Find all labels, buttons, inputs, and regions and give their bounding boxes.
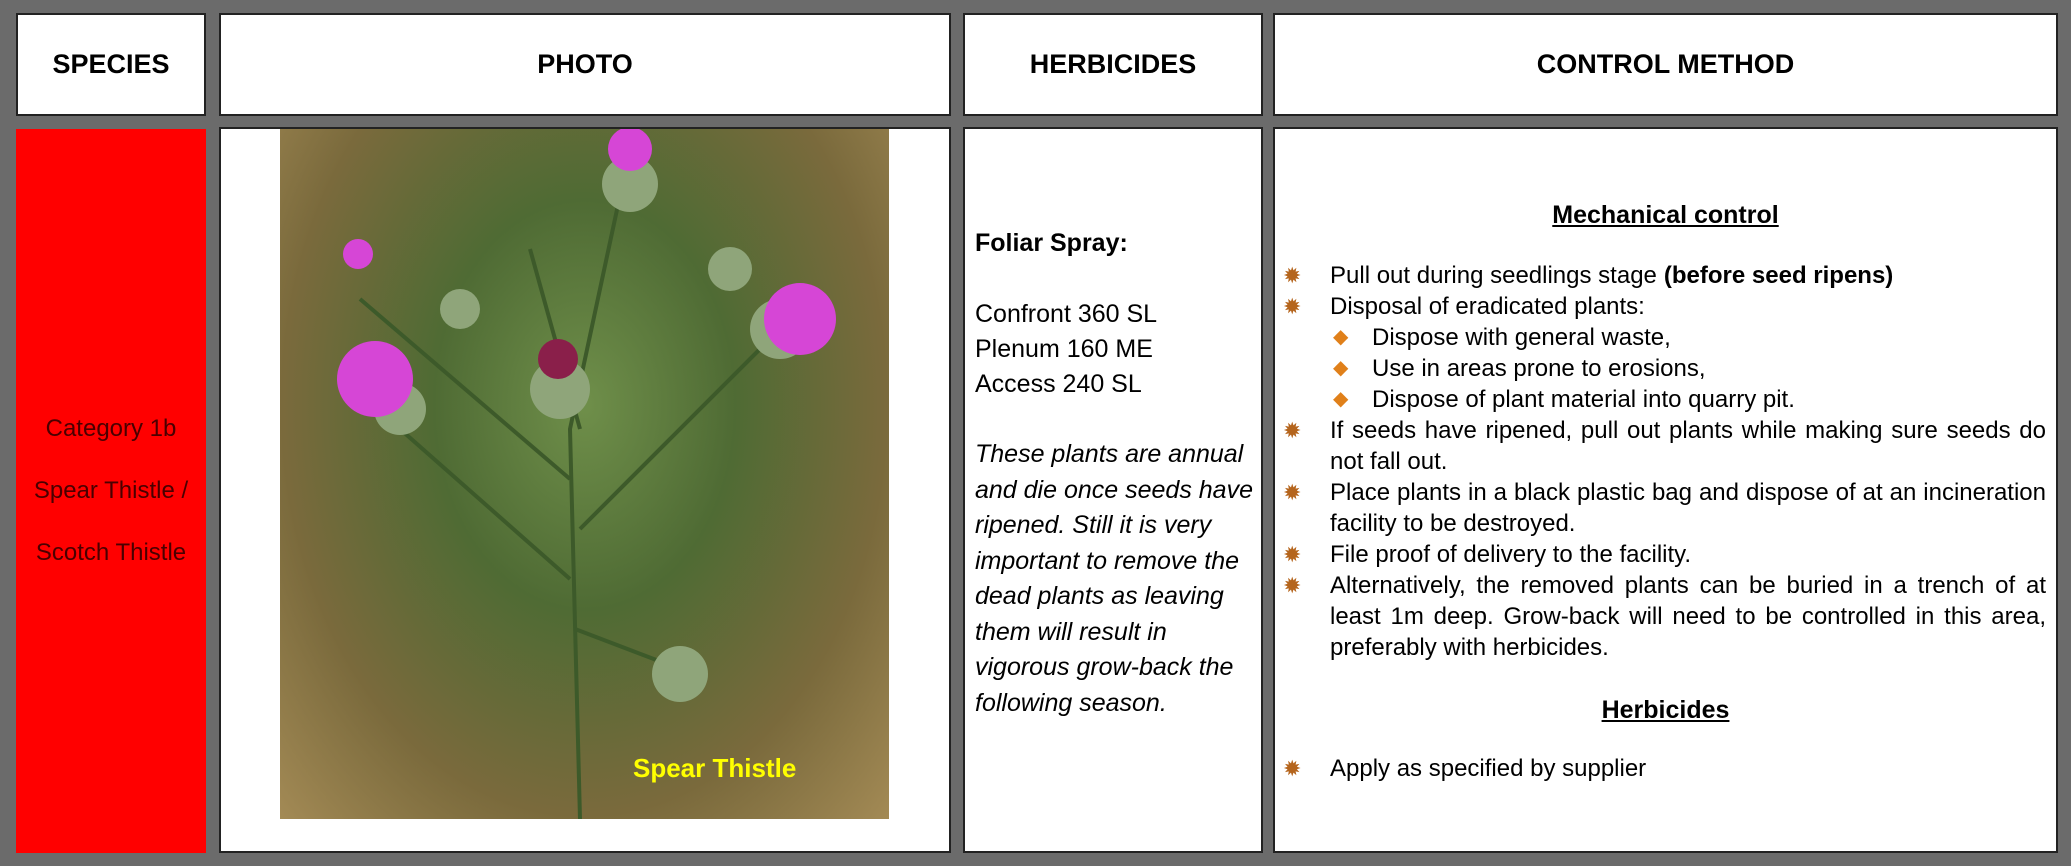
herbicides-cell: Foliar Spray: Confront 360 SL Plenum 160 …: [963, 127, 1263, 853]
bullet-item: If seeds have ripened, pull out plants w…: [1275, 415, 2056, 477]
bullet-item: Alternatively, the removed plants can be…: [1275, 570, 2056, 663]
column-header: CONTROL METHOD: [1273, 13, 2058, 116]
herbicide-heading: Foliar Spray:: [975, 229, 1128, 257]
column-header: HERBICIDES: [963, 13, 1263, 116]
item-text: If seeds have ripened, pull out plants w…: [1330, 417, 2046, 475]
plant-photo: Spear Thistle: [280, 129, 889, 819]
section-title: Herbicides: [1601, 696, 1730, 724]
species-line: Category 1b: [45, 415, 177, 442]
item-text: Pull out during seedlings stage: [1330, 262, 1657, 289]
bullet-list: Pull out during seedlings stage(before s…: [1275, 260, 2056, 663]
control-cell: Mechanical control Pull out during seedli…: [1273, 127, 2058, 853]
species-line: Spear Thistle /: [33, 477, 189, 504]
sub-item: Use in areas prone to erosions,: [1275, 353, 2056, 384]
column-header: SPECIES: [16, 13, 206, 116]
item-text: File proof of delivery to the facility.: [1330, 541, 1692, 568]
photo-caption: Spear Thistle: [633, 753, 797, 783]
item-text: Apply as specified by supplier: [1330, 755, 1647, 782]
sub-item: Dispose of plant material into quarry pi…: [1275, 384, 2056, 415]
species-cell: Category 1b Spear Thistle / Scotch Thistle: [16, 129, 206, 853]
bullet-item: File proof of delivery to the facility.: [1275, 539, 2056, 570]
item-text: Disposal of eradicated plants:: [1330, 293, 1645, 320]
species-line: Scotch Thistle: [35, 539, 187, 566]
bullet-item: Place plants in a black plastic bag and …: [1275, 477, 2056, 539]
sub-item: Dispose with general waste,: [1275, 322, 2056, 353]
item-bold: (before seed ripens): [1663, 262, 1894, 289]
sub-list: Dispose with general waste,Use in areas …: [1275, 322, 2056, 415]
product: Confront 360 SL: [975, 300, 1158, 328]
product-list: Confront 360 SL Plenum 160 ME Access 240 S…: [975, 297, 1157, 402]
bullet-item: Pull out during seedlings stage(before s…: [1275, 260, 2056, 291]
herbicide-note: These plants are annual and die once see…: [975, 440, 1253, 717]
bullet-list: Apply as specified by supplier: [1275, 753, 2056, 784]
product: Plenum 160 ME: [975, 335, 1153, 363]
column-header: PHOTO: [219, 13, 951, 116]
section-title: Mechanical control: [1552, 201, 1779, 229]
photo-illustration: [337, 129, 836, 819]
item-text: Alternatively, the removed plants can be…: [1330, 572, 2046, 661]
product: Access 240 SL: [975, 370, 1142, 398]
bullet-item: Disposal of eradicated plants:: [1275, 291, 2056, 322]
item-text: Place plants in a black plastic bag and …: [1330, 479, 2046, 537]
bullet-item: Apply as specified by supplier: [1275, 753, 2056, 784]
